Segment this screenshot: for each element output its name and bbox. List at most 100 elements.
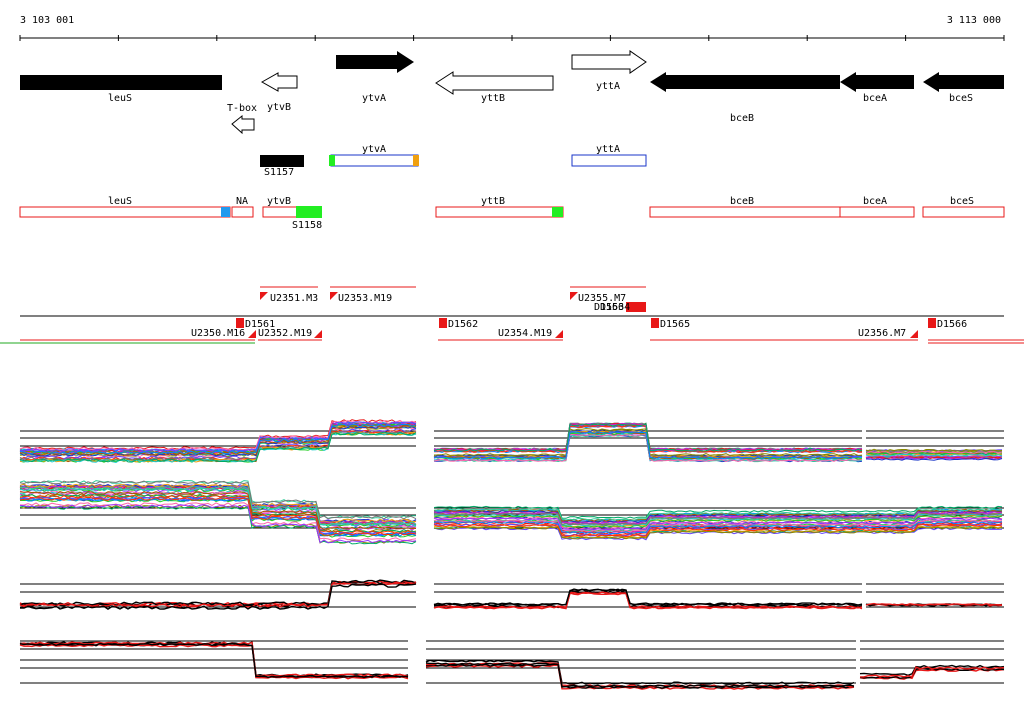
marker-block xyxy=(439,318,447,328)
profile-panel-4-left xyxy=(19,640,409,684)
profile-trace xyxy=(19,504,417,544)
transcript-u2356-m7[interactable]: U2356.M7 xyxy=(650,328,1024,344)
gene-label: leuS xyxy=(108,93,132,104)
profile-trace xyxy=(19,485,417,525)
feature-label: S1158 xyxy=(292,220,322,231)
annotation-box xyxy=(435,206,564,218)
profile-trace xyxy=(19,486,417,526)
profile-trace xyxy=(19,419,417,451)
marker-d1562[interactable]: D1562 xyxy=(439,318,478,330)
profile-trace xyxy=(19,483,417,523)
profile-trace xyxy=(865,448,1003,452)
profile-trace xyxy=(433,526,1003,540)
annotation-na[interactable]: NA xyxy=(231,196,254,218)
profile-trace xyxy=(433,588,863,606)
transcript-u2352-m19[interactable]: U2352.M19 xyxy=(258,328,322,341)
annotation-leus[interactable]: leuS xyxy=(19,196,231,218)
profile-trace xyxy=(433,431,863,460)
profile-trace xyxy=(19,421,417,453)
profile-trace xyxy=(865,602,1003,606)
marker-label: D1561 xyxy=(245,319,275,330)
feature-s1157[interactable]: S1157 xyxy=(260,155,304,178)
feature-track: S1157 ytvA yttA xyxy=(260,144,647,178)
annotation-label: bceB xyxy=(730,196,754,207)
gene-tbox[interactable]: T-box xyxy=(227,103,257,135)
upstream-box-ytva[interactable]: ytvA xyxy=(329,144,419,167)
gene-ytta[interactable]: yttA xyxy=(571,50,647,92)
transcript-u2350-m16[interactable]: U2350.M16 xyxy=(0,328,256,344)
feature-box xyxy=(571,154,647,167)
gene-bceb[interactable]: bceB xyxy=(650,72,840,124)
upstream-box-ytta[interactable]: yttA xyxy=(571,144,647,167)
marker-d1564[interactable]: D1564 xyxy=(600,302,646,313)
feature-label: ytvA xyxy=(362,144,386,155)
profile-trace xyxy=(865,450,1003,454)
gene-ytva[interactable]: ytvA xyxy=(336,51,414,104)
marker-d1565[interactable]: D1565 xyxy=(651,318,690,330)
feature-block xyxy=(260,155,304,167)
marker-d1561[interactable]: D1561 xyxy=(236,318,275,330)
annotation-label: bceA xyxy=(863,196,887,207)
profile-trace xyxy=(865,456,1003,459)
profile-trace xyxy=(19,579,417,606)
transcript-label: U2351.M3 xyxy=(270,293,318,304)
transcript-u2355-m7[interactable]: U2355.M7 xyxy=(570,286,646,304)
gene-bcea[interactable]: bceA xyxy=(840,72,914,104)
transcript-u2351-m3[interactable]: U2351.M3 xyxy=(260,286,318,304)
profile-trace xyxy=(865,453,1003,457)
gene-arrow xyxy=(260,72,298,92)
profile-panel-2-left xyxy=(19,480,417,545)
annotation-yttb[interactable]: yttB xyxy=(435,196,564,218)
marker-block xyxy=(236,318,244,328)
profile-trace xyxy=(433,524,1003,538)
gene-yttb[interactable]: yttB xyxy=(435,71,554,104)
gene-bces[interactable]: bceS xyxy=(923,72,1004,104)
gene-ytvb[interactable]: ytvB xyxy=(260,72,298,113)
profile-panel-3-mid xyxy=(433,583,863,610)
transcript-u2354-m19[interactable]: U2354.M19 xyxy=(438,328,563,341)
profile-trace xyxy=(433,519,1003,533)
marker-label: D1563 xyxy=(594,302,624,313)
gene-label: ytvA xyxy=(362,93,386,104)
gene-label: bceS xyxy=(949,93,973,104)
annotation-bceb[interactable]: bceB xyxy=(649,196,841,218)
marker-d1566[interactable]: D1566 xyxy=(928,318,967,330)
profile-panel-4-mid xyxy=(425,640,856,690)
transcript-label: U2352.M19 xyxy=(258,328,312,339)
annotation-box xyxy=(19,206,231,218)
gene-leus[interactable]: leuS xyxy=(20,75,222,104)
profile-trace xyxy=(433,517,1003,531)
marker-block xyxy=(636,302,646,312)
feature-start-marker xyxy=(329,155,335,166)
profile-trace xyxy=(19,431,417,463)
coord-end: 3 113 000 xyxy=(947,15,1001,26)
profile-trace xyxy=(19,497,417,537)
gene-arrow xyxy=(840,72,914,92)
profile-trace xyxy=(19,502,417,542)
gene-label: yttB xyxy=(481,93,505,104)
feature-s1158[interactable]: S1158 xyxy=(292,206,322,231)
transcript-start-flag xyxy=(330,292,338,300)
marker-label: D1566 xyxy=(937,319,967,330)
gene-label: bceA xyxy=(863,93,887,104)
transcript-end-flag xyxy=(910,330,918,338)
transcript-u2353-m19[interactable]: U2353.M19 xyxy=(330,286,416,304)
profile-panel-2-mid xyxy=(433,505,1004,541)
marker-block xyxy=(651,318,659,328)
gene-arrow xyxy=(571,50,647,74)
marker-label: D1562 xyxy=(448,319,478,330)
annotation-label: yttB xyxy=(481,196,505,207)
coord-start: 3 103 001 xyxy=(20,15,74,26)
annotation-bces[interactable]: bceS xyxy=(922,196,1005,218)
annotation-box xyxy=(231,206,254,218)
profile-trace xyxy=(433,511,1003,525)
annotation-bcea[interactable]: bceA xyxy=(839,196,915,218)
profile-panel-4-right xyxy=(859,640,1005,684)
annotation-track: leuS NA ytvB S1158 yttB bceB bceA xyxy=(19,196,1005,231)
marker-label: D1565 xyxy=(660,319,690,330)
profile-panel-1-left xyxy=(19,419,417,464)
annotation-ytvb[interactable]: ytvB xyxy=(262,196,298,218)
coordinate-ruler: 3 103 001 3 113 000 xyxy=(19,15,1005,41)
transcript-label: U2356.M7 xyxy=(858,328,906,339)
marker-d1563[interactable]: D1563 xyxy=(594,302,636,313)
